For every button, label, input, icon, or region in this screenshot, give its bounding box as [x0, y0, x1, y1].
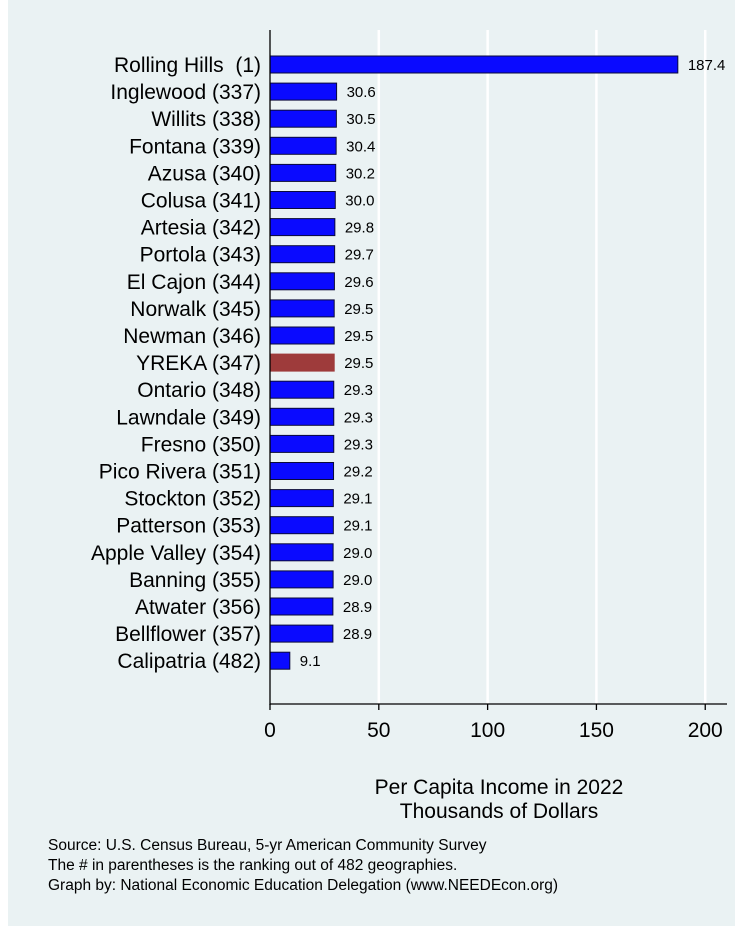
value-label: 29.8 — [345, 220, 374, 237]
category-label: Banning (355) — [129, 569, 261, 592]
bar — [269, 489, 334, 508]
bar — [269, 462, 335, 480]
credit-note: Graph by: National Economic Education De… — [48, 877, 559, 894]
bar — [269, 516, 334, 535]
bar — [269, 434, 335, 453]
category-label: Ontario (348) — [137, 379, 261, 402]
category-label: Calipatria (482) — [117, 650, 261, 673]
category-label: Rolling Hills (1) — [114, 54, 261, 77]
axes: 0 50 100 150 200 — [264, 30, 727, 742]
bar — [269, 380, 335, 399]
value-label: 187.4 — [688, 57, 726, 74]
category-label: Colusa (341) — [141, 190, 261, 213]
x-tick-label: 100 — [470, 719, 505, 742]
value-label: 30.6 — [347, 84, 376, 101]
bar — [269, 624, 334, 643]
bar — [269, 326, 335, 345]
category-label: El Cajon (344) — [127, 271, 261, 294]
value-label: 29.1 — [343, 518, 372, 535]
value-label: 30.2 — [346, 165, 375, 182]
value-label: 30.4 — [346, 138, 375, 155]
value-label: 30.0 — [345, 193, 374, 210]
source-notes: Source: U.S. Census Bureau, 5-yr America… — [48, 836, 737, 896]
bar — [269, 136, 337, 155]
x-tick-label: 150 — [579, 719, 614, 742]
value-label: 29.5 — [344, 301, 373, 318]
value-label: 29.0 — [343, 572, 372, 589]
x-tick-label: 0 — [264, 719, 276, 742]
bar — [269, 597, 334, 616]
bar — [269, 109, 337, 128]
value-label: 28.9 — [343, 599, 372, 616]
value-label: 9.1 — [300, 653, 321, 670]
category-label: Patterson (353) — [116, 515, 261, 538]
value-labels: 187.4 30.6 30.5 30.4 30.2 30.0 29.8 29.7 29.6 29.… — [300, 57, 726, 670]
category-label: Apple Valley (354) — [91, 542, 261, 565]
category-label: Atwater (356) — [135, 596, 261, 619]
value-label: 29.5 — [344, 355, 373, 372]
category-label: Inglewood (337) — [110, 81, 261, 104]
value-label: 29.6 — [344, 274, 373, 291]
category-label: Artesia (342) — [141, 217, 261, 240]
value-label: 29.3 — [344, 382, 373, 399]
category-label: Newman (346) — [123, 325, 261, 348]
bar — [269, 407, 335, 426]
bar — [269, 218, 336, 237]
bar — [269, 272, 335, 291]
category-label: Norwalk (345) — [130, 298, 261, 321]
bar-highlight — [269, 353, 335, 372]
x-tick-label: 200 — [688, 719, 723, 742]
category-label: Pico Rivera (351) — [99, 461, 261, 484]
x-axis-title-line: Thousands of Dollars — [400, 800, 598, 823]
bars — [269, 55, 679, 670]
bar — [269, 55, 679, 74]
source-note: Source: U.S. Census Bureau, 5-yr America… — [48, 837, 487, 854]
category-label: Azusa (340) — [148, 162, 261, 185]
category-labels: Rolling Hills (1) Inglewood (337) Willits … — [91, 54, 261, 673]
bar — [269, 543, 334, 562]
bar — [269, 651, 291, 670]
x-axis-title-line: Per Capita Income in 2022 — [375, 776, 624, 799]
grid-lines — [377, 30, 707, 704]
category-label: Fresno (350) — [141, 433, 261, 456]
bar — [269, 245, 336, 264]
value-label: 30.5 — [346, 111, 375, 128]
bar — [269, 570, 334, 589]
ranking-note: The # in parentheses is the ranking out … — [48, 857, 458, 874]
value-label: 29.0 — [343, 545, 372, 562]
category-label: Stockton (352) — [124, 488, 261, 511]
bar — [269, 299, 335, 318]
bar — [269, 82, 338, 101]
category-label: Portola (343) — [140, 244, 261, 267]
category-label: Willits (338) — [151, 108, 261, 131]
category-label: YREKA (347) — [136, 352, 261, 375]
category-label: Bellflower (357) — [115, 623, 261, 646]
value-label: 29.3 — [344, 436, 373, 453]
bar-chart: Rolling Hills (1) Inglewood (337) Willits … — [91, 30, 727, 823]
value-label: 29.5 — [344, 328, 373, 345]
bar — [269, 163, 337, 182]
value-label: 29.7 — [345, 247, 374, 264]
value-label: 29.3 — [344, 409, 373, 426]
bar — [269, 191, 336, 209]
x-tick-label: 50 — [367, 719, 390, 742]
value-label: 29.1 — [343, 491, 372, 508]
category-label: Fontana (339) — [129, 135, 261, 158]
value-label: 28.9 — [343, 626, 372, 643]
value-label: 29.2 — [344, 464, 373, 481]
category-label: Lawndale (349) — [116, 406, 261, 429]
